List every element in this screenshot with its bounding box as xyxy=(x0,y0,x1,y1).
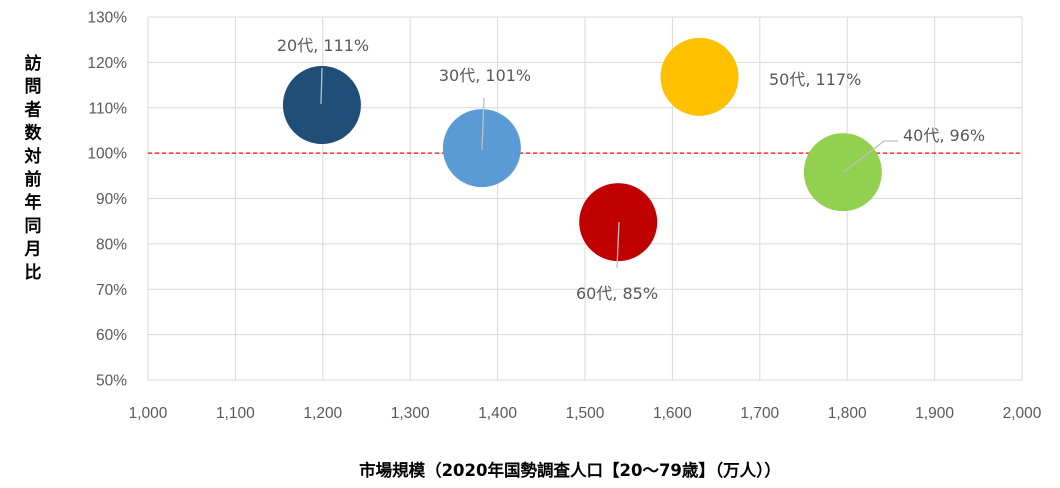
leader-line xyxy=(843,140,898,173)
y-tick-label: 70% xyxy=(96,282,127,299)
x-tick-label: 1,900 xyxy=(915,405,954,422)
y-axis-title-char: 数 xyxy=(25,123,43,144)
y-axis-title-char: 対 xyxy=(24,146,42,167)
x-tick-label: 1,800 xyxy=(828,405,867,422)
grid-lines xyxy=(147,16,1023,381)
y-tick-label: 90% xyxy=(96,191,127,208)
data-label: 60代, 85% xyxy=(576,284,658,303)
y-tick-label: 60% xyxy=(96,327,127,344)
x-tick-labels: 1,000 1,100 1,200 1,300 1,400 1,500 1,600 1,700… xyxy=(129,405,1042,422)
leader-line xyxy=(320,67,323,105)
y-axis-title-char: 問 xyxy=(25,77,42,97)
data-label: 40代, 96% xyxy=(903,126,985,145)
bubble xyxy=(579,183,658,262)
y-tick-label: 100% xyxy=(87,146,127,163)
x-axis-title: 市場規模（2020年国勢調査人口【20～79歳】（万人）） xyxy=(359,460,781,480)
x-tick-label: 1,000 xyxy=(129,405,168,422)
leader-line xyxy=(481,97,485,151)
y-tick-label: 120% xyxy=(87,55,127,72)
y-tick-label: 50% xyxy=(96,373,127,390)
y-tick-label: 80% xyxy=(96,236,127,253)
y-tick-label: 110% xyxy=(89,100,128,117)
x-tick-label: 1,300 xyxy=(391,405,430,422)
data-labels: 20代, 111% 30代, 101% 60代, 85% 50代, 117% 40代, … xyxy=(277,36,985,303)
x-tick-label: 1,200 xyxy=(303,405,342,422)
x-tick-label: 1,700 xyxy=(740,405,779,422)
y-axis-title-char: 年 xyxy=(25,192,42,213)
y-axis-title-char: 前 xyxy=(25,169,42,190)
y-tick-labels: 50% 60% 70% 80% 90% 100% 110% 120% 130% xyxy=(87,10,127,390)
data-label: 20代, 111% xyxy=(277,36,369,55)
bubbles xyxy=(282,37,882,262)
y-axis-title-char: 比 xyxy=(25,262,42,283)
x-tick-label: 1,500 xyxy=(566,405,605,422)
data-label: 50代, 117% xyxy=(769,70,861,89)
x-tick-label: 1,400 xyxy=(478,405,517,422)
y-axis-title-char: 者 xyxy=(24,99,42,120)
data-label: 30代, 101% xyxy=(439,66,531,85)
x-tick-label: 2,000 xyxy=(1003,405,1042,422)
x-tick-label: 1,600 xyxy=(653,405,692,422)
x-tick-label: 1,100 xyxy=(216,405,255,422)
y-axis-title-char: 同 xyxy=(25,216,42,236)
bubble xyxy=(282,66,361,145)
y-axis-title-char: 訪 xyxy=(25,53,42,74)
leader-line xyxy=(616,221,620,269)
y-tick-label: 130% xyxy=(87,10,127,27)
y-axis-title-char: 月 xyxy=(24,240,42,260)
leader-lines xyxy=(320,67,898,269)
bubble xyxy=(660,37,739,116)
bubble xyxy=(803,133,882,212)
